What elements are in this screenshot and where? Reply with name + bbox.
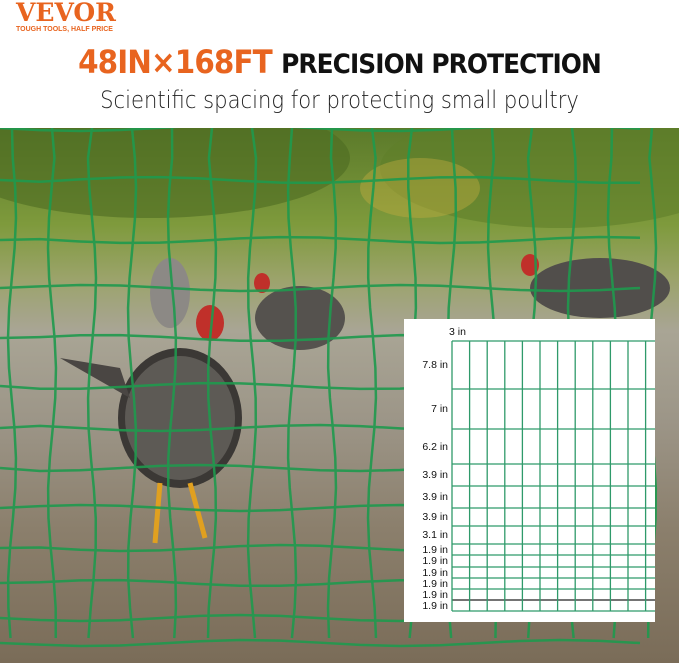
row-spacing-label: 1.9 in [422, 577, 448, 590]
row-spacing-label: 1.9 in [422, 566, 448, 579]
chicken-back [150, 254, 670, 350]
vevor-logo: VEVOR TOUGH TOOLS, HALF PRICE [16, 0, 116, 33]
brand-tagline: TOUGH TOOLS, HALF PRICE [16, 26, 113, 33]
subheadline: Scientific spacing for protecting small … [100, 86, 579, 114]
row-spacing-label: 7 in [431, 403, 448, 415]
row-spacing-label: 1.9 in [422, 543, 448, 556]
row-spacing-label: 3.1 in [422, 529, 448, 541]
spacing-diagram: 3 in 7.8 in 7 in 6.2 in 3.9 in 3.9 in 3.9 in 3… [404, 319, 655, 622]
brand-name: VEVOR [16, 0, 116, 27]
row-spacing-label: 1.9 in [422, 588, 448, 601]
row-spacing-label: 7.8 in [422, 359, 448, 371]
headline-size: 48IN×168FT [78, 43, 273, 81]
headline-text: PRECISION PROTECTION [281, 49, 602, 80]
row-spacing-label: 3.9 in [422, 469, 448, 481]
headline: 48IN×168FT PRECISION PROTECTION [27, 43, 652, 81]
column-width-label: 3 in [449, 326, 466, 338]
row-spacing-label: 6.2 in [422, 440, 448, 453]
green-mesh [0, 128, 658, 648]
row-spacing-label: 3.9 in [422, 511, 448, 523]
product-photo: 3 in 7.8 in 7 in 6.2 in 3.9 in 3.9 in 3.9 in 3… [0, 128, 679, 663]
row-spacing-label: 1.9 in [422, 599, 448, 612]
spacing-grid [451, 340, 655, 612]
netting-photo [0, 128, 679, 648]
row-spacing-label: 1.9 in [422, 555, 448, 567]
row-spacing-label: 3.9 in [422, 491, 448, 503]
